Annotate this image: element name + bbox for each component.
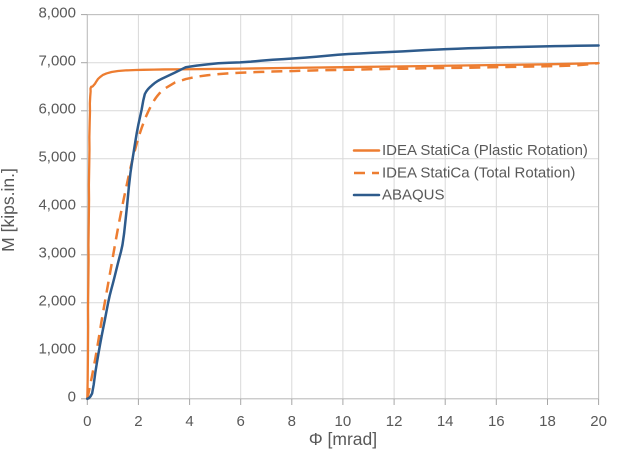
- svg-text:8,000: 8,000: [38, 5, 76, 22]
- svg-text:8: 8: [288, 413, 296, 430]
- svg-text:3,000: 3,000: [38, 245, 76, 262]
- svg-text:14: 14: [437, 413, 454, 430]
- svg-text:Φ [mrad]: Φ [mrad]: [309, 429, 377, 449]
- svg-text:5,000: 5,000: [38, 149, 76, 166]
- svg-text:M [kips.in.]: M [kips.in.]: [0, 168, 18, 252]
- svg-text:0: 0: [83, 413, 91, 430]
- svg-text:2,000: 2,000: [38, 293, 76, 310]
- svg-text:20: 20: [590, 413, 607, 430]
- svg-text:6: 6: [237, 413, 245, 430]
- svg-text:IDEA StatiCa (Total Rotation): IDEA StatiCa (Total Rotation): [382, 165, 575, 182]
- svg-text:4: 4: [185, 413, 193, 430]
- svg-text:10: 10: [335, 413, 352, 430]
- svg-text:0: 0: [68, 389, 76, 406]
- svg-text:6,000: 6,000: [38, 101, 76, 118]
- svg-text:12: 12: [386, 413, 403, 430]
- svg-text:2: 2: [134, 413, 142, 430]
- svg-text:IDEA StatiCa (Plastic Rotation: IDEA StatiCa (Plastic Rotation): [382, 142, 588, 159]
- svg-text:18: 18: [539, 413, 556, 430]
- svg-text:ABAQUS: ABAQUS: [382, 187, 445, 204]
- svg-text:1,000: 1,000: [38, 341, 76, 358]
- svg-text:16: 16: [488, 413, 505, 430]
- svg-text:4,000: 4,000: [38, 197, 76, 214]
- svg-text:7,000: 7,000: [38, 53, 76, 70]
